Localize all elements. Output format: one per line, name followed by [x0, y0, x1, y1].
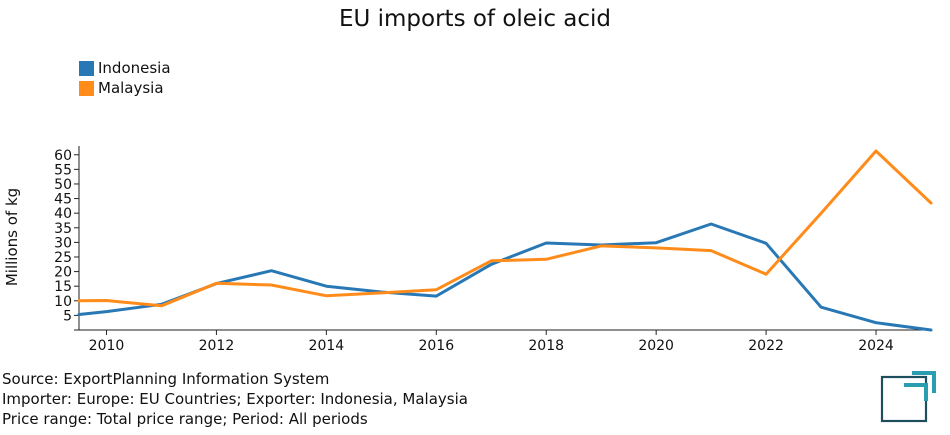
source-line: Source: ExportPlanning Information Syste…	[2, 370, 330, 388]
price-period-line: Price range: Total price range; Period: …	[2, 410, 368, 428]
x-tick-label: 2024	[858, 338, 894, 354]
legend-swatch-indonesia	[79, 60, 94, 76]
x-tick: 2016	[418, 338, 454, 354]
legend-label-malaysia: Malaysia	[98, 79, 164, 97]
series-line-malaysia	[77, 149, 933, 308]
x-axis: 2010 2012 2014 2016 2018 2020 2022 2024	[79, 329, 931, 354]
legend: Indonesia Malaysia	[79, 58, 171, 98]
y-tick: 35	[54, 221, 72, 237]
legend-item-malaysia[interactable]: Malaysia	[79, 78, 171, 98]
y-tick: 40	[54, 206, 72, 222]
importer-exporter-line: Importer: Europe: EU Countries; Exporter…	[2, 390, 468, 408]
x-tick-label: 2010	[89, 338, 125, 354]
y-axis-label: Millions of kg	[3, 188, 21, 286]
x-tick-label: 2022	[748, 338, 784, 354]
x-tick-label: 2014	[309, 338, 345, 354]
x-tick: 2010	[89, 338, 125, 354]
x-tick-label: 2018	[528, 338, 564, 354]
y-tick: 25	[54, 250, 72, 266]
y-tick-label: 15	[54, 279, 72, 295]
x-tick: 2022	[748, 338, 784, 354]
x-tick-label: 2020	[638, 338, 674, 354]
y-tick-label: 55	[54, 162, 72, 178]
logo-arrow-inner	[904, 383, 928, 401]
source-notes: Source: ExportPlanning Information Syste…	[2, 369, 468, 429]
y-tick-label: 25	[54, 250, 72, 266]
exportplanning-logo-icon	[880, 371, 936, 423]
y-tick: 10	[54, 294, 72, 310]
chart-title: EU imports of oleic acid	[338, 6, 612, 32]
y-tick-label: 35	[54, 221, 72, 237]
y-tick: 5	[63, 308, 72, 324]
x-tick: 2018	[528, 338, 564, 354]
y-tick: 20	[54, 265, 72, 281]
x-tick: 2024	[858, 338, 894, 354]
x-tick-label: 2012	[199, 338, 235, 354]
y-tick: 45	[54, 192, 72, 208]
x-tick-label: 2016	[418, 338, 454, 354]
y-tick: 60	[54, 148, 72, 164]
y-tick-label: 5	[63, 308, 72, 324]
y-tick-label: 60	[54, 148, 72, 164]
y-tick-label: 20	[54, 265, 72, 281]
x-tick: 2014	[309, 338, 345, 354]
y-tick: 55	[54, 162, 72, 178]
y-tick-label: 40	[54, 206, 72, 222]
y-tick-label: 30	[54, 235, 72, 251]
series-layer	[77, 149, 933, 332]
legend-swatch-malaysia	[79, 80, 94, 96]
x-tick: 2012	[199, 338, 235, 354]
legend-item-indonesia[interactable]: Indonesia	[79, 58, 171, 78]
x-tick: 2020	[638, 338, 674, 354]
y-tick: 50	[54, 177, 72, 193]
y-tick-label: 45	[54, 192, 72, 208]
y-tick: 30	[54, 235, 72, 251]
y-tick-label: 50	[54, 177, 72, 193]
legend-label-indonesia: Indonesia	[98, 59, 171, 77]
logo-arrow-outer	[912, 371, 936, 393]
series-line-indonesia	[77, 222, 933, 332]
y-tick-label: 10	[54, 294, 72, 310]
y-tick: 15	[54, 279, 72, 295]
